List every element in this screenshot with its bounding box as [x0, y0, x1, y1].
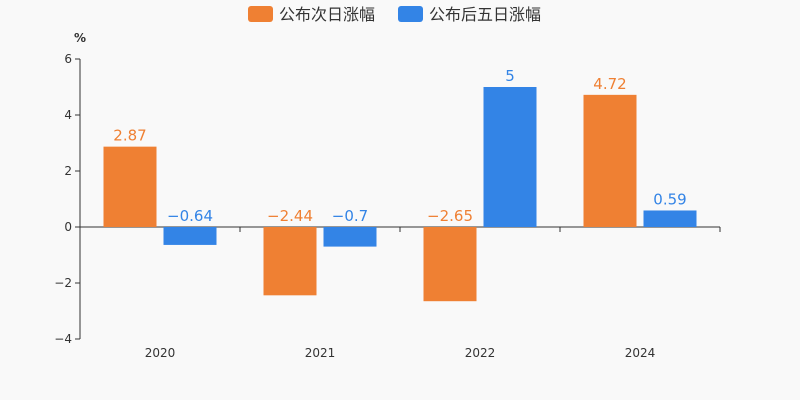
- x-tick-label: 2021: [305, 346, 336, 360]
- data-label-next-day-2020: 2.87: [113, 127, 146, 145]
- bar-five-day-2021[interactable]: [323, 227, 377, 247]
- legend[interactable]: 公布次日涨幅 公布后五日涨幅: [248, 5, 541, 24]
- bar-next-day-2024[interactable]: [583, 94, 637, 227]
- x-tick-label: 2022: [465, 346, 496, 360]
- bars: [103, 87, 697, 302]
- legend-swatch-next-day[interactable]: [248, 6, 273, 22]
- data-label-five-day-2022: 5: [505, 67, 515, 85]
- x-tick-label: 2024: [625, 346, 656, 360]
- y-tick-label: −2: [54, 276, 72, 290]
- y-tick-label: 4: [64, 108, 72, 122]
- bar-five-day-2022[interactable]: [483, 87, 537, 227]
- bar-next-day-2021[interactable]: [263, 227, 317, 296]
- data-label-next-day-2021: −2.44: [267, 207, 313, 225]
- data-label-five-day-2020: −0.64: [167, 207, 213, 225]
- x-tick-label: 2020: [145, 346, 176, 360]
- data-label-five-day-2024: 0.59: [653, 190, 686, 208]
- data-label-next-day-2024: 4.72: [593, 75, 626, 93]
- data-labels: 2.87 −0.64 −2.44 −0.7 −2.65 5 4.72 0.59: [113, 67, 686, 225]
- data-label-five-day-2021: −0.7: [332, 207, 368, 225]
- legend-label-five-day[interactable]: 公布后五日涨幅: [429, 5, 541, 24]
- y-tick-label: 0: [64, 220, 72, 234]
- y-tick-label: 2: [64, 164, 72, 178]
- y-axis-unit: %: [74, 31, 86, 45]
- bar-five-day-2024[interactable]: [643, 210, 697, 227]
- legend-swatch-five-day[interactable]: [398, 6, 423, 22]
- legend-label-next-day[interactable]: 公布次日涨幅: [279, 5, 375, 24]
- data-label-next-day-2022: −2.65: [427, 207, 473, 225]
- y-tick-label: 6: [64, 52, 72, 66]
- bar-next-day-2020[interactable]: [103, 146, 157, 227]
- bar-next-day-2022[interactable]: [423, 227, 477, 302]
- bar-five-day-2020[interactable]: [163, 227, 217, 245]
- y-tick-label: −4: [54, 332, 72, 346]
